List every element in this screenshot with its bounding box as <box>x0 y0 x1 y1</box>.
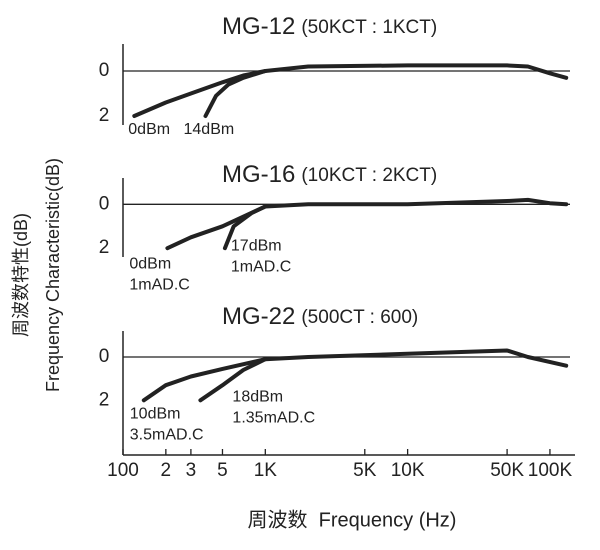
y-tick-label: 0 <box>99 193 110 214</box>
frequency-curve <box>132 63 569 118</box>
series-note: 1.35mAD.C <box>232 410 315 427</box>
series-label: 18dBm <box>232 389 283 406</box>
title-sub: (50KCT : 1KCT) <box>301 17 437 38</box>
title-main: MG-12 <box>222 13 295 40</box>
y-tick-label: 0 <box>99 346 110 367</box>
series-label: 17dBm <box>231 237 282 254</box>
series-label: 10dBm <box>130 406 181 423</box>
title-main: MG-22 <box>222 303 295 330</box>
panel-title: MG-22 (500CT : 600) <box>222 303 418 330</box>
y-tick-label: 2 <box>99 237 110 258</box>
frequency-curve <box>165 197 569 251</box>
frequency-curve <box>203 69 268 118</box>
y-tick-label: 2 <box>99 105 110 126</box>
x-tick-label: 100K <box>528 460 573 481</box>
series-label: 0dBm <box>128 121 170 138</box>
title-main: MG-16 <box>222 161 295 188</box>
x-tick-label: 2 <box>161 460 172 481</box>
frequency-curve <box>198 357 268 403</box>
title-sub: (500CT : 600) <box>301 307 418 328</box>
y-axis-label: 周波数特性(dB) <box>11 213 31 337</box>
x-tick-label: 10K <box>391 460 425 481</box>
title-sub: (10KCT : 2KCT) <box>301 165 437 186</box>
series-label: 14dBm <box>184 121 235 138</box>
frequency-curve <box>141 348 569 403</box>
panel-title: MG-12 (50KCT : 1KCT) <box>222 13 437 40</box>
x-tick-label: 3 <box>186 460 197 481</box>
x-axis-label: 周波数 Frequency (Hz) <box>248 508 457 531</box>
frequency-curve <box>222 204 268 251</box>
series-note: 1mAD.C <box>231 258 291 275</box>
panel-title: MG-16 (10KCT : 2KCT) <box>222 161 437 188</box>
y-axis-label: Frequency Characteristic(dB) <box>43 158 63 392</box>
series-label: 0dBm <box>129 255 171 272</box>
y-tick-label: 2 <box>99 389 110 410</box>
y-tick-label: 0 <box>99 60 110 81</box>
series-note: 1mAD.C <box>129 276 189 293</box>
x-tick-label: 1K <box>254 460 278 481</box>
x-tick-label: 5 <box>217 460 228 481</box>
x-tick-label: 50K <box>490 460 524 481</box>
series-note: 3.5mAD.C <box>130 427 204 444</box>
x-tick-label: 5K <box>353 460 377 481</box>
x-tick-label: 100 <box>107 460 139 481</box>
